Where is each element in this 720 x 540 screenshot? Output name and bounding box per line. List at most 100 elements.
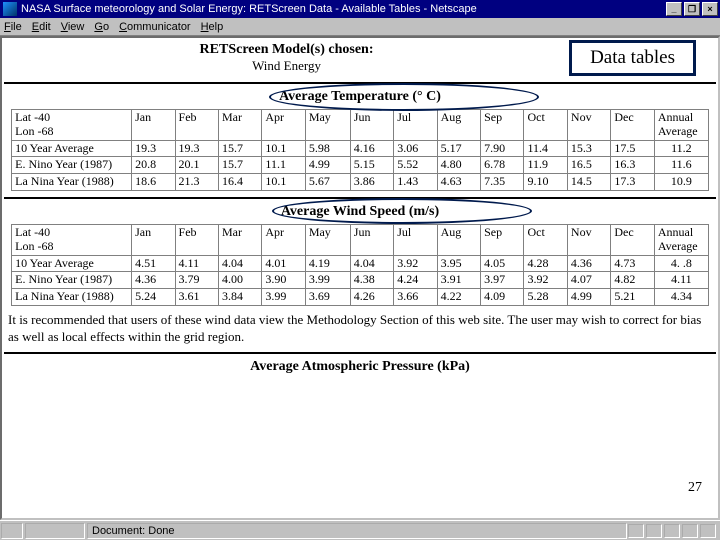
data-cell: 3.99 bbox=[305, 272, 350, 289]
page-subheading: Wind Energy bbox=[4, 58, 569, 74]
data-cell: 20.1 bbox=[175, 157, 218, 174]
data-cell: 4.82 bbox=[611, 272, 655, 289]
window-titlebar: NASA Surface meteorology and Solar Energ… bbox=[0, 0, 720, 18]
month-header: Sep bbox=[481, 224, 524, 255]
minimize-button[interactable]: _ bbox=[666, 2, 682, 16]
data-cell: 4.11 bbox=[175, 255, 218, 272]
menu-communicator[interactable]: Communicator bbox=[119, 21, 191, 33]
data-cell: 4.04 bbox=[350, 255, 393, 272]
annual-header: Annual Average bbox=[654, 110, 708, 141]
content-area: RETScreen Model(s) chosen: Wind Energy D… bbox=[0, 36, 720, 520]
pressure-section-title: Average Atmospheric Pressure (kPa) bbox=[250, 359, 470, 375]
annual-cell: 11.6 bbox=[654, 157, 708, 174]
data-cell: 5.24 bbox=[132, 289, 175, 306]
month-header: Aug bbox=[437, 110, 480, 141]
data-cell: 3.90 bbox=[262, 272, 305, 289]
data-cell: 5.67 bbox=[305, 174, 350, 191]
data-cell: 16.5 bbox=[567, 157, 610, 174]
data-cell: 3.92 bbox=[524, 272, 567, 289]
data-cell: 5.28 bbox=[524, 289, 567, 306]
menu-edit[interactable]: Edit bbox=[32, 21, 51, 33]
month-header: Nov bbox=[567, 224, 610, 255]
data-cell: 20.8 bbox=[132, 157, 175, 174]
tray-icon[interactable] bbox=[700, 524, 716, 538]
data-cell: 5.52 bbox=[394, 157, 437, 174]
data-cell: 4.19 bbox=[305, 255, 350, 272]
tray-icon[interactable] bbox=[646, 524, 662, 538]
data-cell: 5.21 bbox=[611, 289, 655, 306]
month-header: Apr bbox=[262, 224, 305, 255]
data-cell: 17.3 bbox=[611, 174, 655, 191]
data-cell: 7.35 bbox=[481, 174, 524, 191]
data-cell: 10.1 bbox=[262, 174, 305, 191]
month-header: Jun bbox=[350, 224, 393, 255]
menu-file[interactable]: File bbox=[4, 21, 22, 33]
month-header: Jun bbox=[350, 110, 393, 141]
data-cell: 3.84 bbox=[218, 289, 261, 306]
data-cell: 15.7 bbox=[218, 140, 261, 157]
month-header: Jul bbox=[394, 110, 437, 141]
row-label: 10 Year Average bbox=[12, 140, 132, 157]
data-cell: 19.3 bbox=[132, 140, 175, 157]
data-cell: 4.73 bbox=[611, 255, 655, 272]
data-cell: 3.99 bbox=[262, 289, 305, 306]
tray-icon[interactable] bbox=[628, 524, 644, 538]
data-cell: 5.98 bbox=[305, 140, 350, 157]
data-cell: 4.99 bbox=[305, 157, 350, 174]
row-label: La Nina Year (1988) bbox=[12, 289, 132, 306]
menu-help[interactable]: Help bbox=[201, 21, 224, 33]
slide-number: 27 bbox=[688, 480, 702, 496]
data-cell: 19.3 bbox=[175, 140, 218, 157]
month-header: Oct bbox=[524, 110, 567, 141]
data-cell: 4.80 bbox=[437, 157, 480, 174]
data-cell: 9.10 bbox=[524, 174, 567, 191]
month-header: Oct bbox=[524, 224, 567, 255]
close-button[interactable]: × bbox=[702, 2, 718, 16]
data-cell: 3.91 bbox=[437, 272, 480, 289]
month-header: Aug bbox=[437, 224, 480, 255]
data-cell: 3.61 bbox=[175, 289, 218, 306]
data-cell: 11.9 bbox=[524, 157, 567, 174]
data-cell: 7.90 bbox=[481, 140, 524, 157]
month-header: Dec bbox=[611, 224, 655, 255]
data-cell: 14.5 bbox=[567, 174, 610, 191]
month-header: Dec bbox=[611, 110, 655, 141]
tray-icon[interactable] bbox=[664, 524, 680, 538]
data-cell: 11.4 bbox=[524, 140, 567, 157]
data-tables-label: Data tables bbox=[569, 40, 696, 76]
month-header: Jul bbox=[394, 224, 437, 255]
data-cell: 4.36 bbox=[132, 272, 175, 289]
data-cell: 16.3 bbox=[611, 157, 655, 174]
data-cell: 4.28 bbox=[524, 255, 567, 272]
data-cell: 4.09 bbox=[481, 289, 524, 306]
data-cell: 4.05 bbox=[481, 255, 524, 272]
page-heading: RETScreen Model(s) chosen: bbox=[4, 42, 569, 58]
menu-view[interactable]: View bbox=[61, 21, 85, 33]
data-cell: 4.38 bbox=[350, 272, 393, 289]
window-title: NASA Surface meteorology and Solar Energ… bbox=[21, 3, 666, 15]
row-label: La Nina Year (1988) bbox=[12, 174, 132, 191]
menu-go[interactable]: Go bbox=[94, 21, 109, 33]
data-cell: 16.4 bbox=[218, 174, 261, 191]
data-cell: 3.79 bbox=[175, 272, 218, 289]
month-header: Feb bbox=[175, 224, 218, 255]
data-cell: 4.00 bbox=[218, 272, 261, 289]
data-cell: 11.1 bbox=[262, 157, 305, 174]
month-header: May bbox=[305, 110, 350, 141]
month-header: Apr bbox=[262, 110, 305, 141]
data-cell: 4.24 bbox=[394, 272, 437, 289]
netscape-icon bbox=[3, 2, 17, 16]
divider bbox=[4, 82, 716, 84]
tray-icon[interactable] bbox=[682, 524, 698, 538]
month-header: Nov bbox=[567, 110, 610, 141]
coords-cell: Lat -40Lon -68 bbox=[12, 110, 132, 141]
wind-table: Lat -40Lon -68JanFebMarAprMayJunJulAugSe… bbox=[11, 224, 709, 306]
annual-cell: 11.2 bbox=[654, 140, 708, 157]
data-cell: 5.15 bbox=[350, 157, 393, 174]
month-header: Feb bbox=[175, 110, 218, 141]
menu-bar: File Edit View Go Communicator Help bbox=[0, 18, 720, 36]
data-cell: 3.06 bbox=[394, 140, 437, 157]
status-text: Document: Done bbox=[87, 523, 627, 539]
maximize-button[interactable]: ❐ bbox=[684, 2, 700, 16]
row-label: E. Nino Year (1987) bbox=[12, 157, 132, 174]
